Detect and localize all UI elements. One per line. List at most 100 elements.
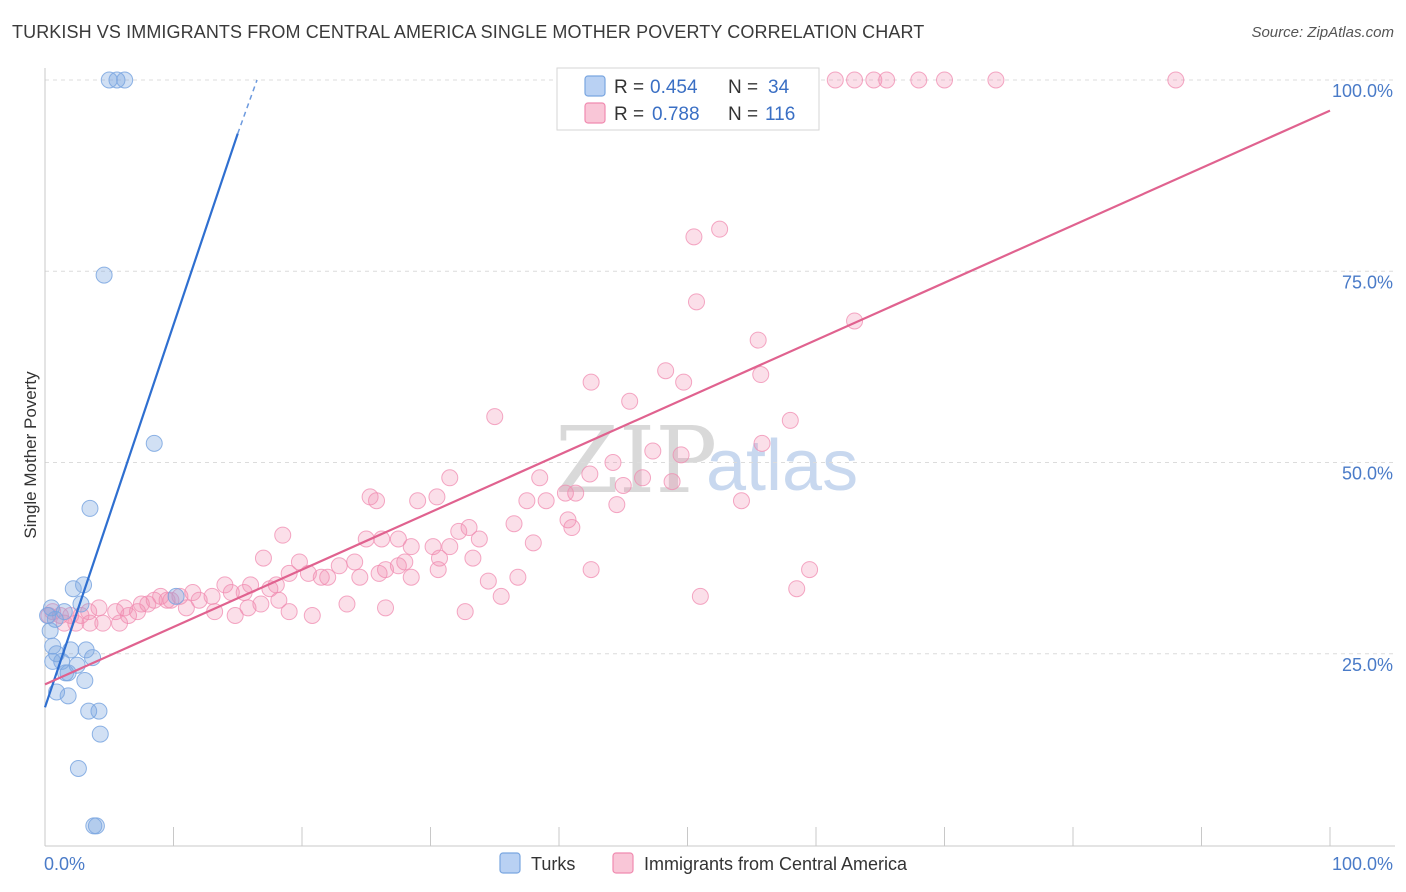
immigrants-point-49: [402, 538, 420, 556]
immigrants-point-29: [614, 476, 632, 494]
legend-r-label-turks: R =: [614, 77, 644, 98]
legend-n-value-immigrants: 116: [765, 104, 795, 125]
turks-point-2: [116, 71, 134, 89]
y-tick-label-0: 25.0%: [1342, 655, 1393, 675]
legend-r-label-immigrants: R =: [614, 104, 644, 125]
immigrants-point-15: [675, 373, 693, 391]
y-axis-title: Single Mother Poverty: [21, 371, 40, 539]
y-tick-label-2: 75.0%: [1342, 272, 1393, 292]
immigrants-trendline: [44, 109, 1331, 686]
turks-point-25: [76, 672, 94, 690]
source-label: Source: ZipAtlas.com: [1251, 24, 1394, 41]
y-tick-label-1: 50.0%: [1342, 464, 1393, 484]
immigrants-point-21: [672, 446, 690, 464]
turks-trendline: [43, 133, 239, 708]
series-swatch-immigrants: [612, 852, 634, 874]
turks-point-28: [80, 702, 98, 720]
turks-point-31: [69, 760, 87, 777]
immigrants-point-8: [711, 220, 729, 238]
immigrants-point-28: [581, 465, 599, 483]
legend-r-value-turks: 0.454: [650, 77, 698, 98]
chart-title: TURKISH VS IMMIGRANTS FROM CENTRAL AMERI…: [12, 22, 925, 42]
immigrants-point-68: [319, 568, 337, 586]
watermark-zip: ZIP: [555, 407, 717, 514]
immigrants-point-104: [139, 595, 157, 613]
immigrants-point-52: [470, 530, 488, 548]
immigrants-point-41: [505, 515, 523, 533]
immigrants-point-56: [254, 549, 272, 567]
trendlines: [43, 79, 1331, 708]
immigrants-point-47: [563, 519, 581, 537]
immigrants-point-117: [492, 587, 510, 605]
immigrants-point-38: [608, 496, 626, 514]
immigrants-point-12: [749, 331, 767, 349]
gridlines: [45, 79, 1395, 655]
immigrants-point-14: [657, 362, 675, 380]
turks-point-8: [167, 587, 185, 605]
series-legend: Turks Immigrants from Central America: [499, 852, 908, 874]
immigrants-point-67: [312, 568, 330, 586]
y-tick-label-3: 100.0%: [1332, 81, 1393, 101]
legend-n-label-turks: N =: [728, 77, 758, 98]
immigrants-point-60: [464, 549, 482, 567]
immigrants-point-25: [441, 469, 459, 487]
immigrants-point-55: [524, 534, 542, 552]
immigrants-point-7: [1167, 71, 1185, 89]
immigrants-point-51: [441, 538, 459, 556]
x-tick-labels: 0.0% 100.0%: [44, 854, 1393, 874]
turks-point-3: [95, 266, 113, 284]
immigrants-point-88: [116, 599, 134, 617]
turks-point-10: [42, 599, 60, 617]
immigrants-point-1: [846, 71, 864, 89]
immigrants-point-16: [582, 373, 600, 391]
series-label-turks: Turks: [531, 854, 575, 874]
immigrants-point-99: [81, 614, 99, 632]
immigrants-point-19: [486, 408, 504, 426]
immigrants-point-39: [732, 492, 750, 510]
immigrants-point-34: [409, 492, 427, 510]
immigrants-point-6: [987, 71, 1005, 89]
immigrants-point-10: [687, 293, 705, 311]
turks-point-29: [90, 702, 108, 720]
immigrants-point-113: [303, 607, 321, 624]
immigrants-point-84: [190, 591, 208, 609]
correlation-legend: R = 0.454 N = 34 R = 0.788 N = 116: [556, 67, 820, 131]
immigrants-point-106: [177, 599, 195, 617]
immigrants-point-61: [389, 557, 407, 575]
immigrants-point-87: [132, 595, 150, 613]
immigrants-point-24: [634, 469, 652, 487]
immigrants-point-100: [94, 614, 112, 632]
legend-r-value-immigrants: 0.788: [652, 104, 700, 125]
immigrants-point-26: [531, 469, 549, 487]
immigrants-point-89: [107, 603, 125, 621]
immigrants-point-69: [351, 568, 369, 586]
legend-n-value-turks: 34: [768, 77, 790, 98]
turks-point-33: [87, 817, 105, 835]
series-label-immigrants: Immigrants from Central America: [644, 854, 908, 874]
legend-swatch-immigrants: [584, 102, 606, 124]
immigrants-point-118: [691, 587, 709, 605]
x-tick-label-0: 0.0%: [44, 854, 85, 874]
immigrants-point-62: [509, 568, 527, 586]
immigrants-point-22: [644, 442, 662, 460]
immigrants-point-102: [120, 607, 138, 624]
immigrants-point-13: [752, 366, 770, 384]
immigrants-point-4: [910, 71, 928, 89]
turks-point-9: [72, 595, 90, 613]
immigrants-point-27: [663, 473, 681, 491]
immigrants-point-116: [456, 603, 474, 621]
turks-trendline-extension: [237, 79, 258, 134]
immigrants-point-71: [402, 568, 420, 586]
turks-point-4: [145, 434, 163, 452]
immigrants-point-120: [801, 561, 819, 579]
immigrants-point-73: [479, 572, 497, 590]
immigrants-point-31: [567, 484, 585, 502]
immigrants-point-37: [537, 492, 555, 510]
immigrants-point-40: [559, 511, 577, 529]
axes: [44, 68, 1395, 847]
turks-point-27: [59, 687, 77, 705]
turks-point-7: [64, 580, 82, 598]
turks-points: [39, 71, 185, 835]
legend-n-label-immigrants: N =: [728, 104, 758, 125]
